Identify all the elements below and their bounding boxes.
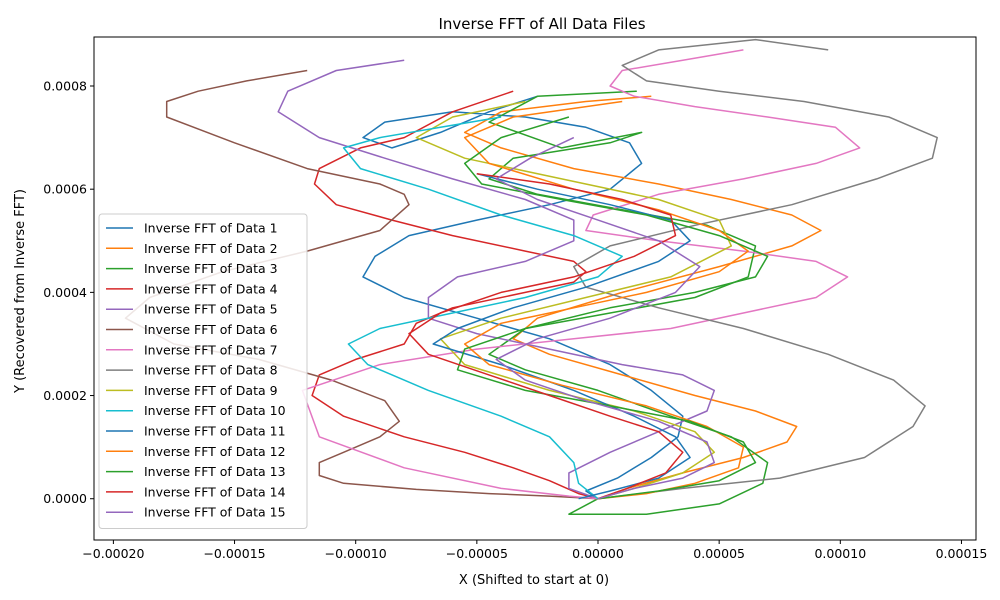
series-line-9 bbox=[415, 100, 733, 500]
legend-label-9: Inverse FFT of Data 9 bbox=[144, 383, 278, 398]
y-tick-label: 0.0004 bbox=[43, 285, 87, 300]
legend-label-3: Inverse FFT of Data 3 bbox=[144, 261, 278, 276]
legend-label-5: Inverse FFT of Data 5 bbox=[144, 302, 278, 317]
x-axis-label: X (Shifted to start at 0) bbox=[459, 573, 609, 588]
x-tick-label: 0.00010 bbox=[814, 546, 866, 561]
y-ticks: 0.0000 0.0002 0.0004 0.0006 0.0008 bbox=[43, 79, 94, 506]
y-tick-label: 0.0002 bbox=[43, 388, 87, 403]
series-line-11 bbox=[432, 172, 691, 500]
legend-label-2: Inverse FFT of Data 2 bbox=[144, 241, 278, 256]
series-line-8 bbox=[573, 38, 938, 500]
series-line-4 bbox=[311, 90, 599, 500]
series-line-14 bbox=[408, 172, 684, 500]
legend-label-14: Inverse FFT of Data 14 bbox=[144, 484, 286, 499]
legend-label-1: Inverse FFT of Data 1 bbox=[144, 221, 278, 236]
series-line-10 bbox=[342, 116, 623, 500]
legend-label-8: Inverse FFT of Data 8 bbox=[144, 363, 278, 378]
series-line-2 bbox=[463, 95, 822, 500]
legend-label-11: Inverse FFT of Data 11 bbox=[144, 424, 286, 439]
x-tick-label: 0.00005 bbox=[693, 546, 745, 561]
x-ticks: −0.00020 −0.00015 −0.00010 −0.00005 0.00000 0… bbox=[82, 540, 987, 561]
y-tick-label: 0.0006 bbox=[43, 182, 87, 197]
legend-label-15: Inverse FFT of Data 15 bbox=[144, 505, 286, 520]
x-tick-label: −0.00015 bbox=[203, 546, 265, 561]
x-tick-label: −0.00010 bbox=[325, 546, 387, 561]
legend-box bbox=[98, 213, 308, 529]
series-line-5 bbox=[277, 59, 716, 500]
legend-label-13: Inverse FFT of Data 13 bbox=[144, 464, 286, 479]
legend-label-6: Inverse FFT of Data 6 bbox=[144, 322, 278, 337]
y-axis-label: Y (Recovered from Inverse FFT) bbox=[13, 189, 28, 394]
legend-label-4: Inverse FFT of Data 4 bbox=[144, 281, 278, 296]
chart-title: Inverse FFT of All Data Files bbox=[438, 15, 645, 33]
x-tick-label: 0.00015 bbox=[936, 546, 988, 561]
x-tick-label: −0.00005 bbox=[446, 546, 508, 561]
y-tick-label: 0.0000 bbox=[43, 491, 87, 506]
series-line-12 bbox=[463, 100, 749, 500]
y-tick-label: 0.0008 bbox=[43, 79, 87, 94]
legend: Inverse FFT of Data 1 Inverse FFT of Data… bbox=[98, 213, 308, 529]
series-line-3 bbox=[488, 90, 769, 515]
x-tick-label: −0.00020 bbox=[82, 546, 144, 561]
x-tick-label: 0.00000 bbox=[572, 546, 624, 561]
legend-label-10: Inverse FFT of Data 10 bbox=[144, 403, 286, 418]
series-line-15 bbox=[495, 136, 716, 500]
legend-label-12: Inverse FFT of Data 12 bbox=[144, 444, 286, 459]
legend-label-7: Inverse FFT of Data 7 bbox=[144, 342, 278, 357]
plot-frame bbox=[93, 36, 977, 541]
